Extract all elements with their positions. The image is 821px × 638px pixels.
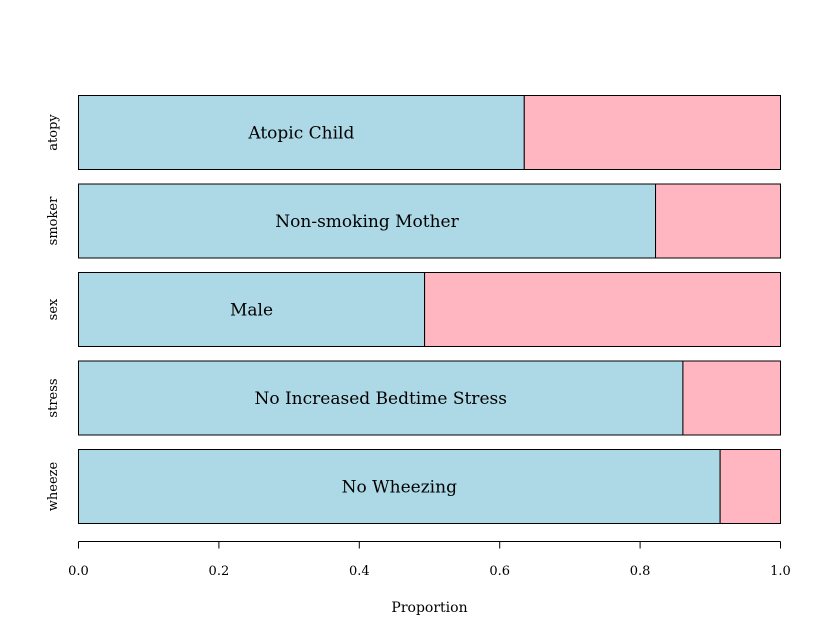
bar-label-sex: Male: [230, 301, 273, 321]
bar-segment-atopy-second: [523, 95, 782, 170]
bar-label-wheeze: No Wheezing: [342, 478, 457, 498]
x-tick-label-0: 0.0: [68, 564, 89, 579]
row-smoker: Non-smoking Mother smoker: [46, 183, 782, 259]
row-label-sex: sex: [46, 298, 61, 320]
row-wheeze: No Wheezing wheeze: [46, 449, 781, 524]
row-atopy: Atopic Child atopy: [46, 95, 782, 170]
x-axis-title: Proportion: [391, 600, 467, 616]
row-label-stress: stress: [46, 378, 61, 417]
bar-label-smoker: Non-smoking Mother: [275, 212, 459, 232]
bar-segment-atopy-first: [78, 95, 525, 170]
row-stress: No Increased Bedtime Stress stress: [46, 360, 781, 436]
x-axis: 0.0 0.2 0.4 0.6 0.8 1.0: [68, 541, 791, 579]
bar-segment-wheeze-first: [78, 449, 721, 524]
bar-label-stress: No Increased Bedtime Stress: [254, 389, 507, 409]
x-tick-label-4: 0.8: [630, 564, 651, 579]
bar-segment-stress-second: [682, 360, 781, 436]
row-label-wheeze: wheeze: [46, 461, 61, 511]
bar-segment-sex-first: [78, 272, 426, 347]
row-label-atopy: atopy: [46, 114, 61, 151]
x-tick-label-2: 0.4: [349, 564, 370, 579]
bars-layer: Atopic Child atopy Non-smoking Mother smoke…: [46, 95, 782, 524]
x-tick-label-5: 1.0: [770, 564, 791, 579]
x-tick-label-3: 0.6: [489, 564, 510, 579]
bar-segment-smoker-second: [655, 183, 782, 259]
x-tick-label-1: 0.2: [209, 564, 230, 579]
bar-segment-smoker-first: [78, 183, 657, 259]
bar-segment-stress-first: [78, 360, 684, 436]
row-label-smoker: smoker: [46, 196, 61, 245]
row-sex: Male sex: [46, 272, 781, 347]
bar-label-atopy: Atopic Child: [247, 124, 354, 144]
bar-segment-sex-second: [424, 272, 781, 347]
bar-segment-wheeze-second: [719, 449, 781, 524]
